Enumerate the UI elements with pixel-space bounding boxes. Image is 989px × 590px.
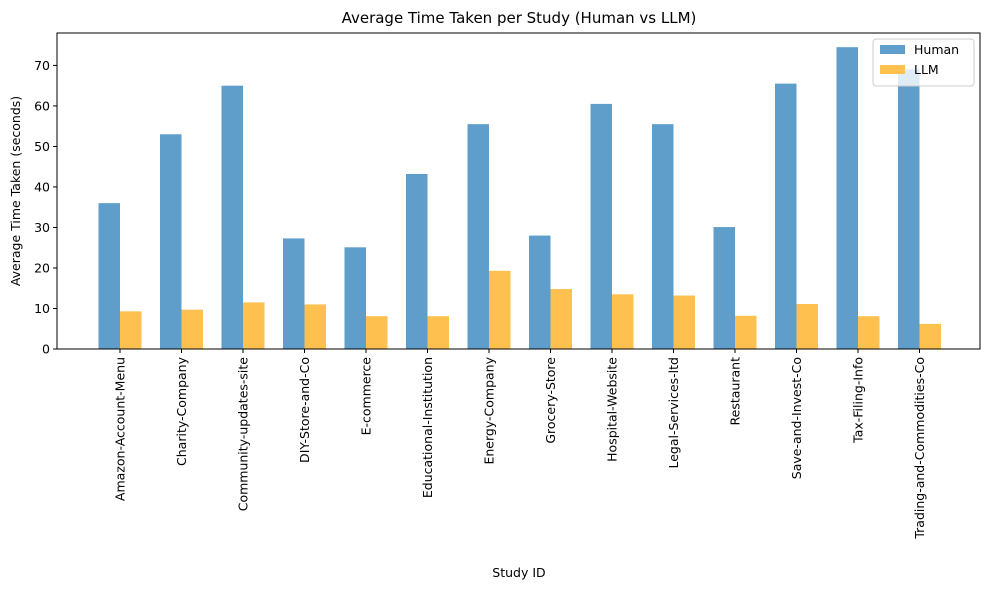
x-tick-label: DIY-Store-and-Co	[297, 357, 312, 463]
bar-human-1	[160, 134, 182, 349]
x-tick-label: Tax-Filing-Info	[851, 357, 866, 444]
x-tick-label: Save-and-Invest-Co	[789, 357, 804, 479]
x-axis: Amazon-Account-Menu Charity-Company Commun…	[113, 349, 927, 540]
bar-llm-5	[427, 316, 449, 349]
y-tick-label: 60	[34, 98, 50, 113]
bar-human-11	[775, 83, 797, 349]
legend-label-llm: LLM	[914, 62, 939, 77]
bar-human-8	[590, 103, 612, 350]
bar-llm-11	[796, 304, 818, 349]
x-tick-label: Community-updates-site	[236, 357, 251, 512]
legend-swatch-human	[880, 45, 905, 54]
bar-human-4	[344, 247, 366, 349]
legend-swatch-llm	[880, 65, 905, 74]
bar-llm-0	[120, 311, 142, 349]
bar-human-12	[836, 47, 858, 350]
bar-llm-7	[550, 289, 572, 349]
bar-human-9	[652, 124, 674, 350]
bar-human-6	[467, 124, 489, 350]
y-tick-label: 20	[34, 260, 50, 275]
bar-llm-2	[243, 302, 265, 349]
bar-human-10	[713, 227, 735, 349]
x-axis-label: Study ID	[492, 565, 545, 580]
bar-human-2	[221, 85, 243, 350]
bar-llm-9	[673, 295, 695, 349]
bar-human-0	[98, 203, 120, 349]
y-tick-label: 30	[34, 220, 50, 235]
x-tick-label: E-commerce	[359, 357, 374, 436]
x-tick-label: Amazon-Account-Menu	[113, 357, 128, 501]
y-tick-label: 10	[34, 301, 50, 316]
bar-llm-8	[612, 294, 634, 349]
bar-llm-4	[366, 316, 388, 349]
bar-human-3	[283, 238, 305, 349]
y-tick-label: 50	[34, 139, 50, 154]
legend: Human LLM	[872, 38, 975, 87]
x-tick-label: Trading-and-Commodities-Co	[912, 357, 927, 540]
bar-human-7	[529, 235, 551, 349]
bar-llm-10	[735, 315, 757, 349]
x-tick-label: Hospital-Website	[605, 357, 620, 462]
bar-llm-13	[919, 323, 941, 349]
bars-layer	[98, 47, 941, 350]
bar-human-5	[406, 173, 428, 349]
bar-llm-3	[304, 304, 326, 349]
x-tick-label: Charity-Company	[174, 356, 189, 466]
y-axis-label: Average Time Taken (seconds)	[8, 96, 23, 286]
x-tick-label: Restaurant	[728, 357, 743, 426]
y-tick-label: 70	[34, 58, 50, 73]
chart-title: Average Time Taken per Study (Human vs L…	[342, 9, 697, 27]
bar-llm-6	[489, 270, 511, 349]
legend-label-human: Human	[914, 42, 959, 57]
x-tick-label: Legal-Services-ltd	[666, 357, 681, 469]
bar-llm-1	[181, 309, 203, 349]
y-tick-label: 0	[42, 342, 50, 357]
bar-llm-12	[858, 316, 880, 349]
x-tick-label: Energy-Company	[482, 356, 497, 464]
y-tick-label: 40	[34, 179, 50, 194]
x-tick-label: Educational-Institution	[420, 357, 435, 498]
plot-area-frame	[56, 32, 981, 350]
x-tick-label: Grocery-Store	[543, 357, 558, 444]
bar-human-13	[898, 69, 920, 350]
y-axis: 0 10 20 30 40 50 60 70	[34, 58, 57, 357]
